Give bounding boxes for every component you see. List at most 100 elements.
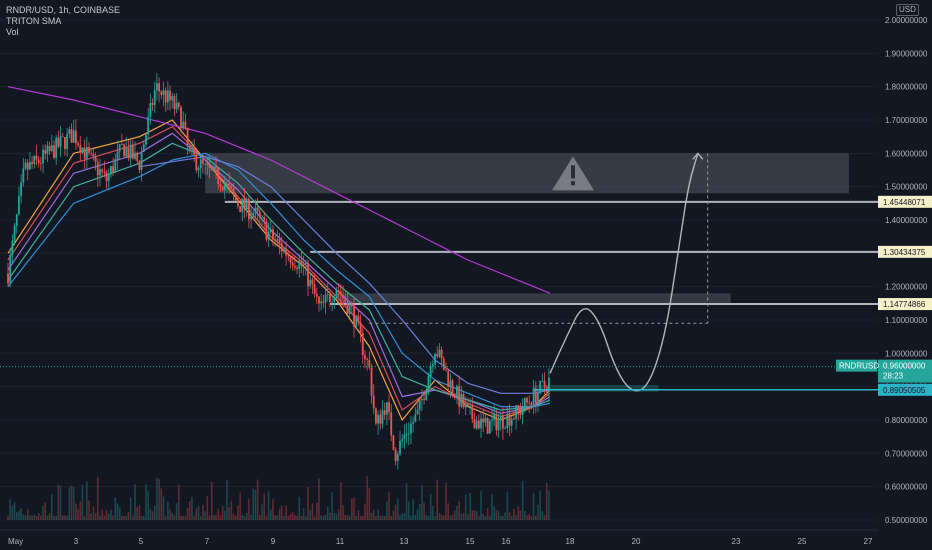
indicator-label[interactable]: TRITON SMA [6, 16, 62, 26]
candle-body [57, 137, 60, 147]
candle-body [26, 162, 29, 170]
volume-bar [195, 508, 198, 520]
candle-body [7, 273, 9, 284]
candle-body [390, 412, 393, 436]
price-axis-bg [878, 0, 932, 550]
candle-body [18, 195, 20, 215]
candle-body [96, 161, 99, 176]
volume-bar [478, 515, 480, 520]
candle-body [537, 393, 539, 404]
volume-bar [64, 515, 66, 520]
volume-bar [318, 478, 320, 520]
ma-5 [7, 152, 551, 408]
candle-body [394, 449, 397, 461]
volume-bar [33, 514, 36, 520]
candle-body [278, 239, 281, 244]
candle-body [173, 95, 176, 110]
volume-bar [219, 515, 222, 520]
volume-bar [289, 513, 292, 520]
volume-bar [302, 508, 305, 520]
price-tick-label: 1.10000000 [885, 316, 928, 325]
candle-body [350, 304, 353, 307]
volume-bar [46, 515, 49, 520]
candle-body [508, 413, 511, 426]
candle-body [510, 418, 513, 426]
volume-bar [206, 496, 209, 520]
candle-body [506, 413, 509, 429]
volume-bar [280, 505, 283, 520]
candle-body [33, 155, 36, 165]
currency-badge[interactable]: USD [896, 4, 919, 16]
volume-bar [322, 515, 325, 520]
volume-bar [259, 514, 261, 520]
volume-bar [79, 501, 82, 520]
volume-bar [377, 509, 379, 520]
volume-bar [261, 504, 263, 520]
candle-body [280, 243, 283, 252]
volume-bar [234, 515, 237, 520]
candle-body [423, 399, 425, 400]
candle-body [85, 146, 88, 159]
volume-bar [548, 491, 550, 520]
candle-body [206, 163, 209, 165]
candle-body [385, 402, 388, 415]
candle-body [410, 423, 412, 434]
candle-body [326, 294, 329, 295]
chart-legend: RNDR/USD, 1h, COINBASE TRITON SMA Vol [6, 5, 120, 38]
candle-body [447, 370, 450, 387]
volume-bar [519, 510, 522, 520]
volume-bar [541, 510, 544, 520]
candle-body [449, 380, 452, 387]
volume-bar [105, 510, 108, 520]
price-axis[interactable]: 2.00000000 1.90000000 1.80000000 1.70000000… [836, 0, 932, 550]
candle-body [116, 151, 119, 160]
candle-body [313, 284, 316, 294]
volume-bar [340, 482, 342, 520]
symbol-title[interactable]: RNDR/USD, 1h, COINBASE [6, 5, 121, 15]
volume-bar [101, 509, 103, 520]
candle-body [534, 388, 537, 404]
volume-bar [467, 514, 469, 520]
candle-body [208, 164, 211, 169]
candle-body [458, 386, 461, 407]
volume-bar [116, 503, 119, 520]
candle-body [383, 410, 386, 415]
time-tick-label: 9 [271, 537, 276, 546]
candle-body [151, 102, 154, 106]
candle-body [239, 206, 242, 213]
candle-body [285, 248, 288, 256]
candle-body [425, 390, 428, 400]
volume-bar [421, 485, 423, 520]
volume-label[interactable]: Vol [6, 27, 19, 37]
volume-bar [305, 515, 307, 520]
time-tick-label: 3 [74, 537, 79, 546]
volume-bar [388, 492, 390, 520]
candle-body [68, 129, 71, 134]
candle-body [502, 415, 504, 429]
price-tick-label: 1.80000000 [885, 83, 928, 92]
volume-bar [399, 515, 401, 520]
candle-body [79, 145, 82, 153]
price-tick-label: 1.90000000 [885, 49, 928, 58]
price-tick-label: 1.00000000 [885, 349, 928, 358]
volume-bar [136, 507, 139, 520]
volume-bar [202, 504, 204, 520]
volume-bar [458, 500, 460, 520]
volume-bar [228, 507, 230, 520]
volume-bar [83, 515, 86, 520]
time-axis[interactable]: May 3 5 7 9 11 13 15 16 18 20 23 25 27 [0, 529, 878, 546]
candle-body [160, 91, 163, 96]
volume-bar [401, 513, 403, 520]
volume-bar [241, 514, 244, 520]
volume-bar [210, 481, 213, 520]
volume-bar [68, 487, 71, 520]
candle-body [70, 129, 73, 143]
volume-bar [407, 501, 410, 520]
volume-bar [432, 505, 434, 520]
candle-body [346, 302, 349, 314]
candles [7, 72, 550, 470]
candle-body [300, 260, 303, 266]
volume-bar [357, 510, 360, 520]
